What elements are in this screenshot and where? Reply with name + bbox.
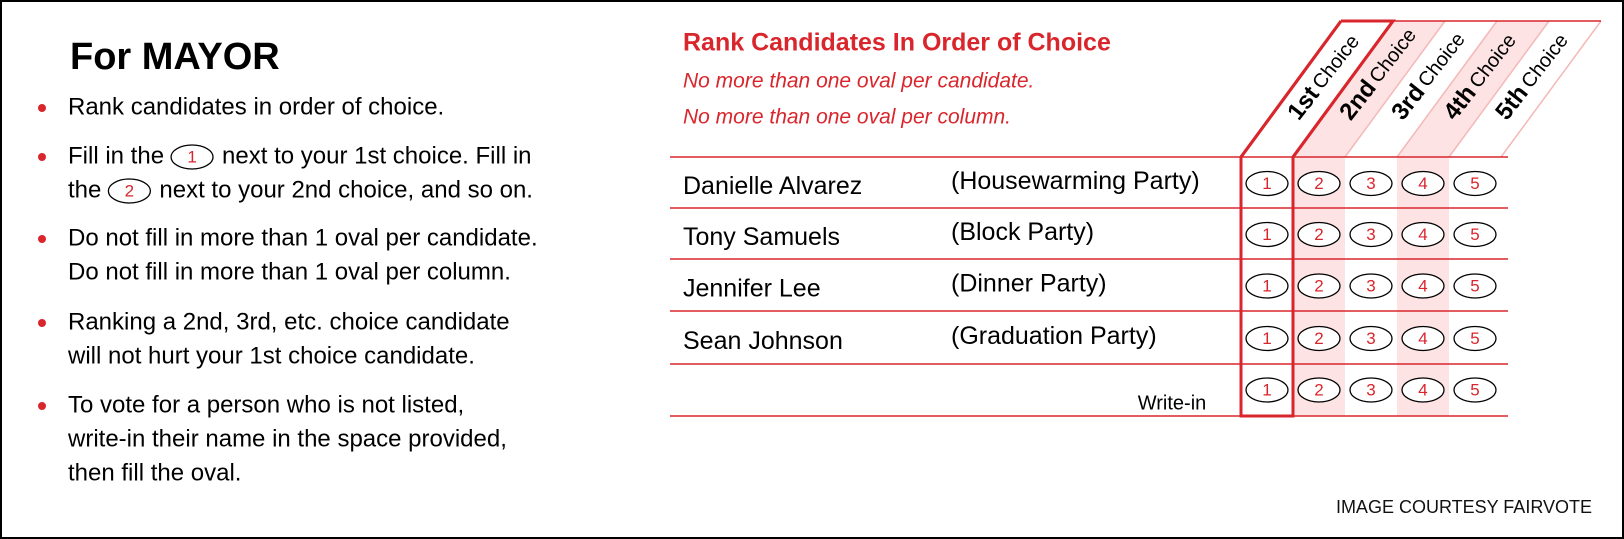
oval-number: 1: [1262, 380, 1271, 399]
write-in-label: Write-in: [1138, 392, 1207, 414]
candidate-party: (Block Party): [951, 218, 1094, 246]
oval-number: 1: [1262, 174, 1271, 193]
candidate-party: (Dinner Party): [951, 270, 1107, 298]
oval-number: 3: [1366, 276, 1375, 295]
oval-number: 3: [1366, 174, 1375, 193]
header-divider: [1344, 20, 1446, 158]
rule: No more than one oval per candidate.: [683, 70, 1034, 93]
instruction-text: write-in their name in the space provide…: [67, 425, 507, 452]
bullet: [38, 104, 46, 112]
rule: No more than one oval per column.: [683, 106, 1011, 129]
oval-number: 4: [1418, 225, 1427, 244]
oval-number: 5: [1470, 276, 1479, 295]
oval-number: 2: [1314, 380, 1323, 399]
oval-number: 1: [1262, 276, 1271, 295]
oval[interactable]: [1453, 221, 1497, 248]
oval-example: [107, 178, 152, 204]
column-shade: [1293, 21, 1445, 416]
oval-number: 5: [1470, 225, 1479, 244]
oval[interactable]: [1401, 325, 1445, 352]
oval-number: 5: [1470, 329, 1479, 348]
oval-number: 2: [1314, 329, 1323, 348]
oval-example: [170, 144, 214, 170]
oval[interactable]: [1297, 273, 1341, 299]
instruction-text: next to your 1st choice. Fill in: [222, 142, 531, 169]
oval[interactable]: [1245, 273, 1289, 299]
candidate-party: (Graduation Party): [951, 322, 1157, 350]
oval[interactable]: [1453, 273, 1497, 299]
oval-number: 5: [1470, 174, 1479, 193]
oval[interactable]: [1349, 170, 1393, 197]
instruction-text: To vote for a person who is not listed,: [68, 391, 464, 418]
oval-number: 4: [1418, 329, 1427, 348]
bullet: [38, 153, 46, 161]
oval-number: 4: [1418, 174, 1427, 193]
instruction-text: next to your 2nd choice, and so on.: [159, 176, 533, 203]
oval[interactable]: [1245, 221, 1289, 248]
oval[interactable]: [1349, 273, 1393, 299]
credit: IMAGE COURTESY FAIRVOTE: [1336, 497, 1592, 517]
header-divider: [1448, 20, 1550, 158]
oval[interactable]: [1453, 170, 1497, 197]
oval-number: 1: [1262, 329, 1271, 348]
oval[interactable]: [1453, 377, 1497, 403]
oval[interactable]: [1401, 377, 1445, 403]
candidate-name: Sean Johnson: [683, 327, 843, 355]
oval-number: 4: [1418, 380, 1427, 399]
heading: Rank Candidates In Order of Choice: [683, 29, 1111, 57]
oval-number: 2: [1314, 174, 1323, 193]
oval[interactable]: [1453, 325, 1497, 352]
bullet: [38, 319, 46, 327]
oval-number: 5: [1470, 380, 1479, 399]
column-shade: [1397, 21, 1549, 416]
instruction-text: will not hurt your 1st choice candidate.: [67, 342, 475, 369]
candidate-party: (Housewarming Party): [951, 167, 1200, 195]
oval-number: 4: [1418, 276, 1427, 295]
candidate-name: Tony Samuels: [683, 223, 840, 251]
header-divider: [1396, 20, 1498, 158]
oval-number: 2: [1314, 276, 1323, 295]
oval[interactable]: [1297, 325, 1341, 352]
oval-number: 3: [1366, 380, 1375, 399]
oval[interactable]: [1401, 221, 1445, 248]
first-choice-box: [1239, 19, 1396, 418]
oval[interactable]: [1349, 377, 1393, 403]
oval-number: 1: [1262, 225, 1271, 244]
instruction-text: Do not fill in more than 1 oval per cand…: [68, 224, 538, 251]
oval[interactable]: [1245, 170, 1289, 197]
oval-number: 3: [1366, 329, 1375, 348]
oval[interactable]: [1401, 170, 1445, 197]
oval[interactable]: [1245, 325, 1289, 352]
oval[interactable]: [1349, 221, 1393, 248]
oval[interactable]: [1297, 221, 1341, 248]
oval[interactable]: [1297, 377, 1341, 403]
oval[interactable]: [1401, 273, 1445, 299]
instruction-text: then fill the oval.: [68, 459, 241, 486]
bullet: [38, 402, 46, 410]
candidate-name: Danielle Alvarez: [683, 172, 862, 200]
oval[interactable]: [1297, 170, 1341, 197]
instruction-text: Ranking a 2nd, 3rd, etc. choice candidat…: [68, 308, 510, 335]
instruction-text: Do not fill in more than 1 oval per colu…: [68, 258, 511, 285]
oval[interactable]: [1349, 325, 1393, 352]
instruction-text: Fill in the: [68, 142, 164, 169]
candidate-name: Jennifer Lee: [683, 275, 821, 303]
title: For MAYOR: [70, 36, 280, 78]
header-divider: [1500, 20, 1602, 158]
instruction-text: Rank candidates in order of choice.: [68, 93, 444, 120]
instruction-text: the: [68, 176, 101, 203]
oval-number: 2: [1314, 225, 1323, 244]
oval-example-number: 1: [187, 147, 196, 166]
oval-example-number: 2: [125, 181, 134, 200]
oval[interactable]: [1245, 377, 1289, 403]
bullet: [38, 235, 46, 243]
oval-number: 3: [1366, 225, 1375, 244]
